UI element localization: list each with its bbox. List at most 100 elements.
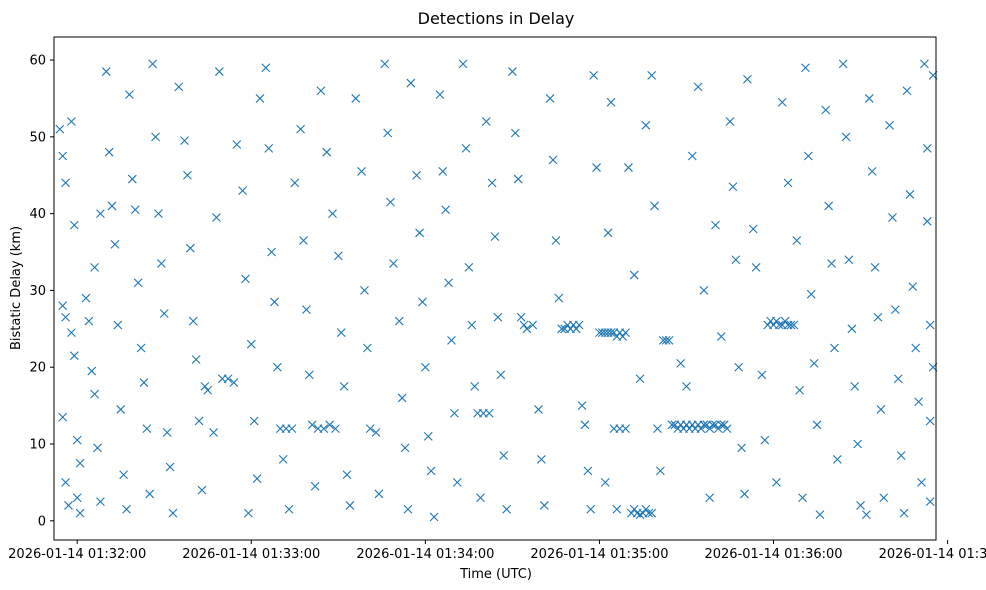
scatter-point: [838, 59, 848, 69]
scatter-point: [705, 424, 715, 434]
scatter-point: [246, 339, 256, 349]
scatter-point: [200, 382, 210, 391]
scatter-point: [789, 320, 799, 330]
scatter-point: [72, 493, 82, 503]
scatter-point: [844, 255, 854, 265]
scatter-point: [557, 324, 567, 334]
scatter-point: [719, 420, 729, 430]
x-tick-label: 2026-01-14 01:32:00: [8, 547, 146, 562]
scatter-point: [467, 320, 477, 330]
scatter-point: [290, 178, 300, 188]
scatter-point: [194, 416, 204, 426]
scatter-point: [629, 270, 639, 280]
scatter-point: [415, 228, 424, 238]
scatter-point: [589, 71, 599, 80]
scatter-point: [612, 504, 622, 514]
scatter-point: [418, 297, 427, 307]
scatter-point: [61, 478, 70, 487]
scatter-point: [214, 67, 224, 76]
scatter-point: [412, 170, 422, 180]
scatter-point: [772, 478, 781, 487]
scatter-point: [84, 316, 94, 326]
scatter-point: [725, 117, 735, 126]
scatter-point: [534, 405, 543, 414]
scatter-point: [780, 316, 790, 326]
scatter-point: [647, 508, 657, 518]
scatter-point: [336, 328, 346, 338]
scatter-point: [847, 324, 857, 334]
scatter-point: [449, 408, 459, 418]
scatter-point: [145, 489, 155, 499]
scatter-point: [339, 382, 349, 391]
scatter-point: [331, 424, 340, 434]
scatter-point: [699, 420, 709, 430]
scatter-point: [716, 420, 726, 430]
chart-title: Detections in Delay: [418, 9, 575, 28]
scatter-point: [830, 343, 839, 353]
scatter-point: [922, 143, 932, 153]
scatter-point: [774, 320, 784, 330]
scatter-point: [682, 382, 691, 391]
scatter-point: [772, 316, 781, 326]
y-tick-label: 20: [29, 361, 46, 376]
scatter-point: [853, 439, 863, 449]
scatter-point: [502, 504, 511, 514]
scatter-point: [90, 389, 100, 399]
scatter-point: [72, 435, 82, 445]
scatter-point: [548, 155, 558, 165]
scatter-point: [397, 393, 407, 403]
y-tick-label: 10: [29, 438, 46, 453]
scatter-point: [307, 420, 317, 430]
scatter-point: [870, 262, 880, 272]
scatter-point: [537, 454, 546, 464]
scatter-point: [435, 90, 445, 99]
scatter-point: [345, 501, 355, 510]
data-points-layer: [55, 59, 938, 522]
scatter-point: [574, 320, 584, 330]
scatter-point: [832, 454, 842, 464]
scatter-point: [58, 301, 68, 311]
scatter-point: [499, 451, 509, 460]
scatter-point: [238, 186, 247, 195]
scatter-point: [261, 63, 271, 73]
scatter-point: [925, 416, 935, 426]
y-tick-label: 60: [29, 54, 46, 69]
scatter-point: [484, 408, 494, 418]
scatter-point: [905, 190, 915, 199]
scatter-point: [705, 493, 715, 503]
scatter-point: [513, 174, 523, 184]
scatter-point: [740, 489, 749, 499]
scatter-point: [185, 243, 195, 253]
scatter-point: [69, 220, 79, 230]
scatter-point: [255, 94, 265, 103]
scatter-point: [90, 262, 100, 272]
scatter-point: [600, 478, 610, 487]
scatter-point: [667, 420, 677, 430]
scatter-point: [586, 504, 596, 514]
scatter-point: [470, 382, 480, 391]
scatter-point: [888, 213, 897, 222]
y-tick-label: 40: [29, 207, 46, 222]
scatter-point: [133, 278, 143, 288]
scatter-point: [328, 209, 337, 219]
scatter-point: [624, 163, 633, 172]
scatter-point: [664, 335, 674, 345]
scatter-point: [119, 470, 129, 480]
scatter-point: [447, 335, 456, 345]
scatter-point: [325, 420, 335, 430]
scatter-point: [125, 90, 134, 99]
scatter-point: [760, 435, 770, 445]
x-tick-label: 2026-01-14 01:34:00: [356, 547, 494, 562]
scatter-point: [516, 312, 526, 322]
scatter-point: [650, 201, 659, 211]
scatter-point: [264, 143, 274, 153]
y-tick-label: 50: [29, 130, 46, 145]
scatter-point: [162, 428, 172, 437]
scatter-point: [876, 405, 886, 414]
scatter-point: [316, 86, 326, 96]
scatter-point: [728, 182, 738, 192]
scatter-point: [406, 78, 416, 88]
scatter-point: [925, 320, 935, 330]
scatter-point: [183, 170, 192, 180]
scatter-point: [867, 167, 877, 176]
